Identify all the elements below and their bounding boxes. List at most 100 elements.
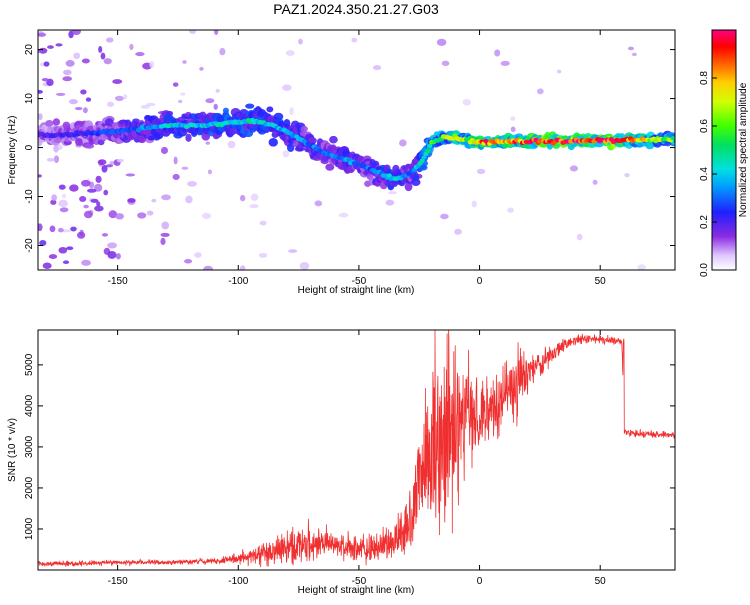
spectrogram-speckle xyxy=(58,184,66,190)
spectrogram-ridge-halo xyxy=(268,137,278,147)
spectrogram-y-axis-label: Frequency (Hz) xyxy=(7,116,18,185)
spectrogram-speckle xyxy=(145,102,156,107)
spectrogram-speckle xyxy=(49,225,56,233)
spectrogram-speckle xyxy=(187,180,197,187)
spectrogram-speckle xyxy=(399,139,407,147)
spectrogram-speckle xyxy=(172,82,179,87)
spectrogram-speckle xyxy=(161,194,171,201)
spectrogram-speckle xyxy=(115,253,121,260)
spectrogram-speckle xyxy=(215,88,220,93)
snr-x-tick-label: -150 xyxy=(108,576,128,587)
spectrogram-speckle xyxy=(207,169,213,175)
spectrogram-speckle xyxy=(146,210,154,216)
snr-panel: -150 -100 -50 0 50 1000 2000 3000 4000 5000 Heig… xyxy=(7,329,676,596)
spectrogram-ridge-halo xyxy=(404,182,413,192)
spectrogram-speckle xyxy=(58,246,68,254)
spectrogram-speckle xyxy=(101,164,108,173)
spectrogram-ridge-halo xyxy=(329,135,338,144)
spectrogram-ridge-halo xyxy=(286,143,295,152)
spectrogram-speckle xyxy=(227,140,236,149)
spectrogram-speckle xyxy=(106,101,114,107)
spectrogram-ridge-core xyxy=(425,148,431,153)
spectrogram-speckle xyxy=(55,43,63,47)
snr-x-tick-label: 0 xyxy=(477,576,483,587)
spectrogram-speckle xyxy=(135,52,145,57)
spectrogram-ridge-core xyxy=(386,173,392,178)
spectrogram-speckle xyxy=(109,160,115,166)
spectrogram-image xyxy=(38,30,675,270)
spectrogram-speckle xyxy=(372,65,382,71)
spectrogram-ridge-halo xyxy=(411,178,421,186)
spectrogram-y-tick-label: 0 xyxy=(24,144,35,150)
spectrogram-speckle xyxy=(201,212,212,220)
colorbar-scale xyxy=(711,29,737,271)
spectrogram-frame xyxy=(37,29,676,271)
spectrogram-x-ticks: -150 -100 -50 0 50 xyxy=(108,30,607,287)
spectrogram-speckle xyxy=(59,207,69,213)
spectrogram-speckle xyxy=(103,189,109,196)
spectrogram-speckle xyxy=(106,37,114,43)
spectrogram-speckle xyxy=(351,37,358,43)
snr-y-axis-label: SNR (10 * v/v) xyxy=(7,418,18,482)
snr-x-tick-label: -100 xyxy=(228,576,248,587)
snr-x-axis-label: Height of straight line (km) xyxy=(298,585,415,596)
spectrogram-speckle xyxy=(181,166,189,170)
spectrogram-x-axis-label: Height of straight line (km) xyxy=(298,285,415,296)
spectrogram-speckle xyxy=(298,38,303,45)
spectrogram-speckle xyxy=(178,99,183,104)
spectrogram-speckle xyxy=(624,173,630,178)
snr-frame xyxy=(37,329,676,571)
spectrogram-speckle xyxy=(103,58,112,65)
spectrogram-ridge-core xyxy=(346,157,352,162)
spectrogram-x-tick-label: -150 xyxy=(108,276,128,287)
spectrogram-speckle xyxy=(116,158,124,163)
spectrogram-x-tick-label: 50 xyxy=(595,276,607,287)
spectrogram-speckle xyxy=(182,60,187,64)
spectrogram-speckle xyxy=(289,107,294,116)
spectrogram-speckle xyxy=(83,107,88,114)
spectrogram-speckle xyxy=(510,126,516,133)
spectrogram-x-tick-label: 0 xyxy=(477,276,483,287)
spectrogram-speckle xyxy=(107,242,118,249)
spectrogram-speckle xyxy=(94,205,104,212)
spectrogram-speckle xyxy=(213,103,218,110)
spectrogram-speckle xyxy=(65,59,75,67)
spectrogram-ridge-halo xyxy=(283,118,291,128)
spectrogram-speckle xyxy=(38,32,47,37)
spectrogram-speckle xyxy=(471,200,478,208)
spectrogram-speckle xyxy=(149,61,155,69)
snr-y-tick-label: 2000 xyxy=(24,476,35,499)
spectrogram-speckle xyxy=(214,30,219,36)
spectrogram-ridge-halo xyxy=(75,138,84,146)
spectrogram-speckle xyxy=(38,174,42,178)
colorbar: 0.0 0.2 0.4 0.6 0.8 Normalized spectral ampl… xyxy=(699,29,749,277)
spectrogram-speckle xyxy=(71,30,81,36)
spectrogram-speckle xyxy=(62,76,72,82)
spectrogram-speckle xyxy=(556,69,562,74)
snr-x-ticks: -150 -100 -50 0 50 xyxy=(108,330,606,587)
spectrogram-speckle xyxy=(569,165,579,172)
spectrogram-speckle xyxy=(101,233,109,237)
spectrogram-speckle xyxy=(203,265,213,270)
spectrogram-speckle xyxy=(160,237,166,246)
spectrogram-ridge-halo xyxy=(412,174,420,181)
spectrogram-speckle xyxy=(86,188,97,193)
spectrogram-y-tick-label: 10 xyxy=(24,93,35,105)
snr-x-tick-label: -50 xyxy=(352,576,367,587)
spectrogram-ridge-halo xyxy=(166,110,174,117)
spectrogram-speckle xyxy=(69,184,79,192)
spectrogram-speckle xyxy=(205,141,210,145)
spectrogram-x-tick-label: -50 xyxy=(352,276,367,287)
colorbar-tick-label: 0.4 xyxy=(699,167,710,181)
spectrogram-speckle xyxy=(97,159,107,166)
spectrogram-speckle xyxy=(68,98,78,105)
spectrogram-speckle xyxy=(125,173,136,177)
spectrogram-speckle xyxy=(160,146,168,155)
spectrogram-speckle xyxy=(46,158,55,162)
spectrogram-x-tick-label: -100 xyxy=(228,276,248,287)
spectrogram-speckle xyxy=(58,199,68,208)
spectrogram-speckle xyxy=(282,84,292,92)
